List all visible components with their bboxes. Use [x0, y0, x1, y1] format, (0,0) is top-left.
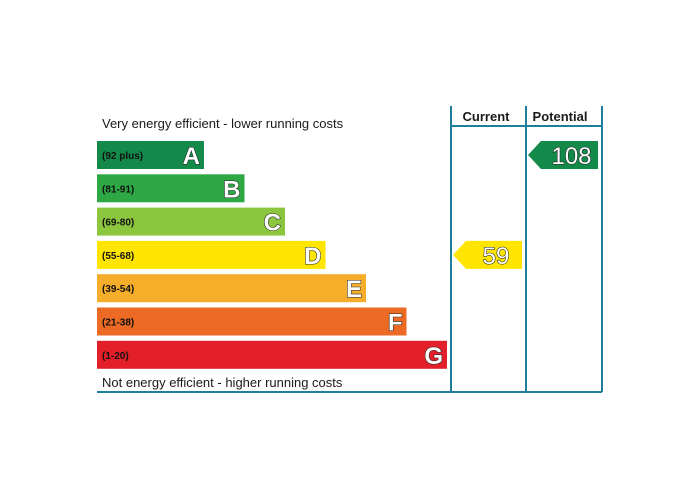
band-b-letter: B [223, 176, 240, 203]
band-f-letter: F [388, 310, 403, 337]
potential-column-header: Potential [533, 109, 588, 124]
rating-arrows: 59 108 [453, 141, 598, 270]
band-e-range: (39-54) [102, 284, 134, 295]
band-a-range: (92 plus) [102, 151, 143, 162]
band-c-range: (69-80) [102, 218, 134, 229]
band-a-letter: A [183, 143, 200, 170]
band-f-bar [97, 307, 407, 336]
current-rating-arrow [453, 240, 522, 269]
band-a-bar [97, 141, 204, 169]
band-d-range: (55-68) [102, 251, 134, 262]
band-e-bar [97, 274, 366, 303]
potential-rating-value: 108 [551, 143, 591, 170]
band-e-letter: E [346, 276, 362, 303]
band-c-letter: C [264, 210, 281, 237]
band-f-range: (21-38) [102, 318, 134, 329]
current-column-header: Current [463, 109, 511, 124]
rating-bands: (92 plus) A (81-91) B (69-80) C (55-68) D (39-54… [97, 141, 447, 370]
bottom-caption: Not energy efficient - higher running co… [102, 375, 343, 390]
top-caption: Very energy efficient - lower running co… [102, 116, 344, 131]
band-g-range: (1-20) [102, 351, 129, 362]
band-d-bar [97, 240, 326, 269]
potential-rating-arrow [528, 141, 598, 169]
frame [97, 106, 603, 393]
band-d-letter: D [304, 243, 321, 270]
band-b-range: (81-91) [102, 184, 134, 195]
current-rating-value: 59 [483, 243, 510, 270]
band-b-bar [97, 174, 245, 203]
band-c-bar [97, 207, 285, 236]
band-g-bar [97, 340, 447, 369]
band-g-letter: G [424, 343, 443, 370]
